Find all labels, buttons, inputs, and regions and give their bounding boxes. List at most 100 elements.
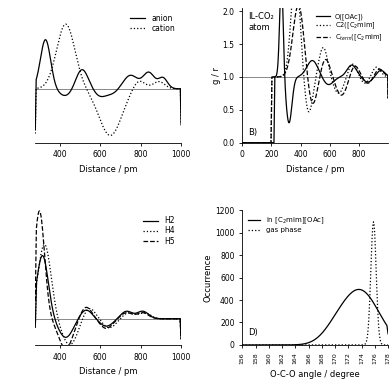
Text: IL-CO₂
atom: IL-CO₂ atom	[248, 12, 274, 32]
anion	[33, 127, 38, 132]
C2([C$_2$mim]	[240, 140, 245, 145]
H4	[144, 310, 149, 315]
C2([C$_2$mim]	[340, 86, 345, 91]
O([OAc])	[340, 73, 345, 78]
C2([C$_2$mim]	[304, 102, 309, 107]
C$_{term}$([C$_2$mim]	[304, 65, 309, 69]
H5	[64, 346, 68, 351]
H4	[33, 325, 38, 330]
X-axis label: Distance / pm: Distance / pm	[79, 367, 138, 376]
C$_{term}$([C$_2$mim]	[299, 14, 304, 18]
gas phase	[359, 343, 364, 347]
H5	[122, 311, 127, 316]
Line: anion: anion	[35, 40, 181, 130]
H4	[179, 337, 183, 341]
anion	[144, 71, 149, 76]
C$_{term}$([C$_2$mim]	[340, 93, 345, 97]
cation	[108, 133, 113, 138]
gas phase	[383, 343, 387, 347]
Legend: O([OAc]), C2([C$_2$mim], C$_{term}$([C$_2$mim]: O([OAc]), C2([C$_2$mim], C$_{term}$([C$_…	[314, 11, 385, 45]
in [C$_2$mim][OAc]	[310, 339, 315, 343]
Line: C$_{term}$([C$_2$mim]: C$_{term}$([C$_2$mim]	[242, 5, 388, 143]
H5	[37, 209, 42, 213]
C2([C$_2$mim]	[299, 38, 304, 43]
Y-axis label: Occurrence: Occurrence	[203, 253, 212, 302]
H4	[126, 310, 131, 315]
gas phase	[309, 343, 314, 347]
gas phase	[371, 220, 376, 224]
X-axis label: O-C-O angle / degree: O-C-O angle / degree	[270, 370, 360, 379]
in [C$_2$mim][OAc]	[319, 332, 323, 336]
Line: O([OAc]): O([OAc])	[242, 0, 388, 143]
Y-axis label: g / r: g / r	[212, 67, 221, 84]
C2([C$_2$mim]	[255, 140, 260, 145]
anion	[118, 84, 122, 89]
Text: D): D)	[248, 328, 258, 337]
X-axis label: Distance / pm: Distance / pm	[79, 165, 138, 174]
in [C$_2$mim][OAc]	[309, 339, 314, 344]
Line: H2: H2	[35, 256, 181, 339]
Line: H4: H4	[35, 244, 181, 345]
gas phase	[240, 343, 245, 347]
gas phase	[386, 343, 390, 347]
cation	[159, 80, 163, 85]
Line: H5: H5	[35, 211, 181, 348]
cation	[122, 107, 127, 112]
O([OAc])	[356, 71, 361, 76]
C2([C$_2$mim]	[386, 96, 390, 101]
C$_{term}$([C$_2$mim]	[240, 140, 245, 145]
H4	[42, 242, 47, 247]
gas phase	[319, 343, 323, 347]
C$_{term}$([C$_2$mim]	[386, 96, 390, 101]
O([OAc])	[354, 67, 358, 72]
O([OAc])	[304, 65, 309, 69]
in [C$_2$mim][OAc]	[383, 320, 387, 325]
anion	[122, 78, 126, 83]
anion	[43, 37, 48, 42]
cation	[126, 96, 131, 101]
C$_{term}$([C$_2$mim]	[296, 3, 301, 7]
cation	[144, 82, 149, 87]
Legend: in [C$_2$mim][OAc], gas phase: in [C$_2$mim][OAc], gas phase	[246, 214, 327, 235]
H5	[42, 250, 47, 254]
Line: C2([C$_2$mim]: C2([C$_2$mim]	[242, 0, 388, 143]
in [C$_2$mim][OAc]	[240, 343, 245, 347]
H5	[118, 314, 123, 318]
in [C$_2$mim][OAc]	[356, 287, 361, 292]
H2	[179, 337, 183, 341]
Text: B): B)	[248, 128, 257, 137]
anion	[179, 122, 183, 127]
O([OAc])	[240, 140, 245, 145]
C$_{term}$([C$_2$mim]	[255, 140, 260, 145]
H4	[122, 312, 127, 317]
Line: in [C$_2$mim][OAc]: in [C$_2$mim][OAc]	[242, 289, 388, 345]
cation	[42, 82, 47, 87]
Line: gas phase: gas phase	[242, 222, 388, 345]
H2	[33, 325, 38, 329]
cation	[33, 131, 38, 136]
Legend: anion, cation: anion, cation	[127, 12, 177, 35]
H4	[118, 316, 123, 321]
H2	[42, 257, 47, 261]
anion	[159, 75, 163, 80]
H2	[122, 310, 126, 314]
in [C$_2$mim][OAc]	[360, 288, 365, 292]
cation	[118, 118, 123, 122]
cation	[179, 122, 183, 127]
C2([C$_2$mim]	[354, 66, 358, 71]
C2([C$_2$mim]	[356, 72, 361, 77]
H5	[126, 310, 131, 315]
C$_{term}$([C$_2$mim]	[356, 68, 361, 73]
H2	[118, 313, 122, 318]
H5	[33, 299, 38, 303]
H5	[159, 316, 163, 321]
Legend: H2, H4, H5: H2, H4, H5	[141, 214, 177, 248]
in [C$_2$mim][OAc]	[386, 332, 390, 336]
anion	[126, 74, 131, 78]
Line: cation: cation	[35, 24, 181, 136]
H2	[159, 316, 163, 321]
H5	[144, 312, 149, 316]
C$_{term}$([C$_2$mim]	[354, 64, 358, 69]
O([OAc])	[255, 140, 260, 145]
X-axis label: Distance / pm: Distance / pm	[286, 165, 345, 174]
